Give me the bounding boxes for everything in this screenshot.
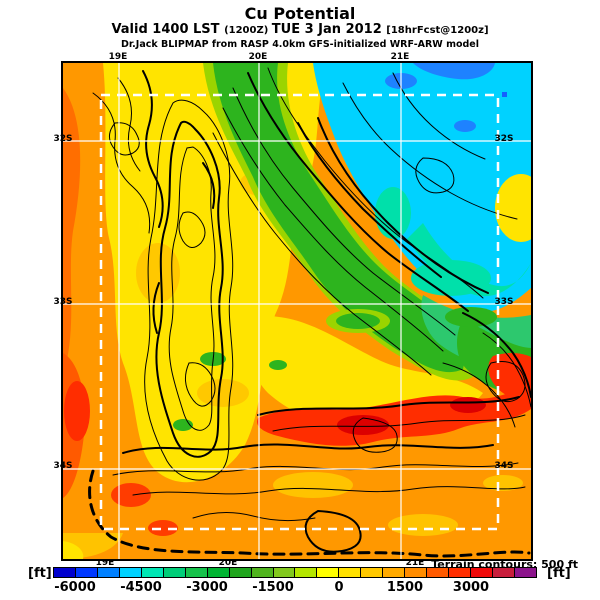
colorbar-unit-left: [ft] [28,566,52,581]
valid-time: Valid 1400 LST [111,22,225,37]
colorbar-cell [229,568,252,577]
colorbar-cell [493,568,516,577]
colorbar-cell [427,568,450,577]
lat-label-left-32s: 32S [53,134,73,144]
colorbar-cell [515,568,536,577]
model-line: Dr.Jack BLIPMAP from RASP 4.0km GFS-init… [120,39,480,50]
lat-label-left-33s: 33S [53,297,73,307]
colorbar-tick-label: 1500 [386,580,424,595]
colorbar-cell [339,568,362,577]
colorbar-cell [449,568,472,577]
lat-label-right-32s: 32S [494,134,514,144]
colorbar-tick-label: 0 [334,580,344,595]
colorbar-cell [119,568,142,577]
colorbar-cell [361,568,384,577]
cu-potential-map [63,63,531,559]
lon-label-top-19e: 19E [108,52,128,62]
colorbar-unit-right: [ft] [547,566,571,581]
colorbar-cell [251,568,274,577]
lat-label-right-34s: 34S [494,461,514,471]
colorbar-cell [317,568,340,577]
colorbar-ticks: -6000 -4500 -3000 -1500 0 1500 3000 [53,580,537,596]
lon-label-top-21e: 21E [390,52,410,62]
colorbar-cell [97,568,120,577]
colorbar-tick-label: 3000 [452,580,490,595]
valid-zulu: (1200Z) [224,25,272,36]
colorbar-cell [75,568,98,577]
colorbar-cell [295,568,318,577]
colorbar-cell [273,568,296,577]
colorbar-tick-label: -3000 [186,580,228,595]
colorbar-tick-label: -1500 [252,580,294,595]
lat-label-left-34s: 34S [53,461,73,471]
colorbar-tick-label: -6000 [54,580,96,595]
valid-line: Valid 1400 LST (1200Z) TUE 3 Jan 2012 [1… [0,22,600,37]
lon-label-top-20e: 20E [248,52,268,62]
forecast-tag: [18hrFcst@1200z] [386,25,489,36]
colorbar-cell [383,568,406,577]
lat-label-right-33s: 33S [494,297,514,307]
map-frame [61,61,533,561]
lon-label-bottom-21e: 21E [405,558,425,568]
valid-date: TUE 3 Jan 2012 [271,22,387,37]
lon-label-bottom-19e: 19E [95,558,115,568]
colorbar-cell [141,568,164,577]
colorbar-cell [185,568,208,577]
colorbar-cell [405,568,428,577]
colorbar-cell [163,568,186,577]
colorbar-cell [471,568,494,577]
colorbar-tick-label: -4500 [120,580,162,595]
colorbar [53,567,537,578]
colorbar-cell [207,568,230,577]
page-title: Cu Potential [244,4,356,23]
lon-label-bottom-20e: 20E [218,558,238,568]
colorbar-cell [54,568,76,577]
